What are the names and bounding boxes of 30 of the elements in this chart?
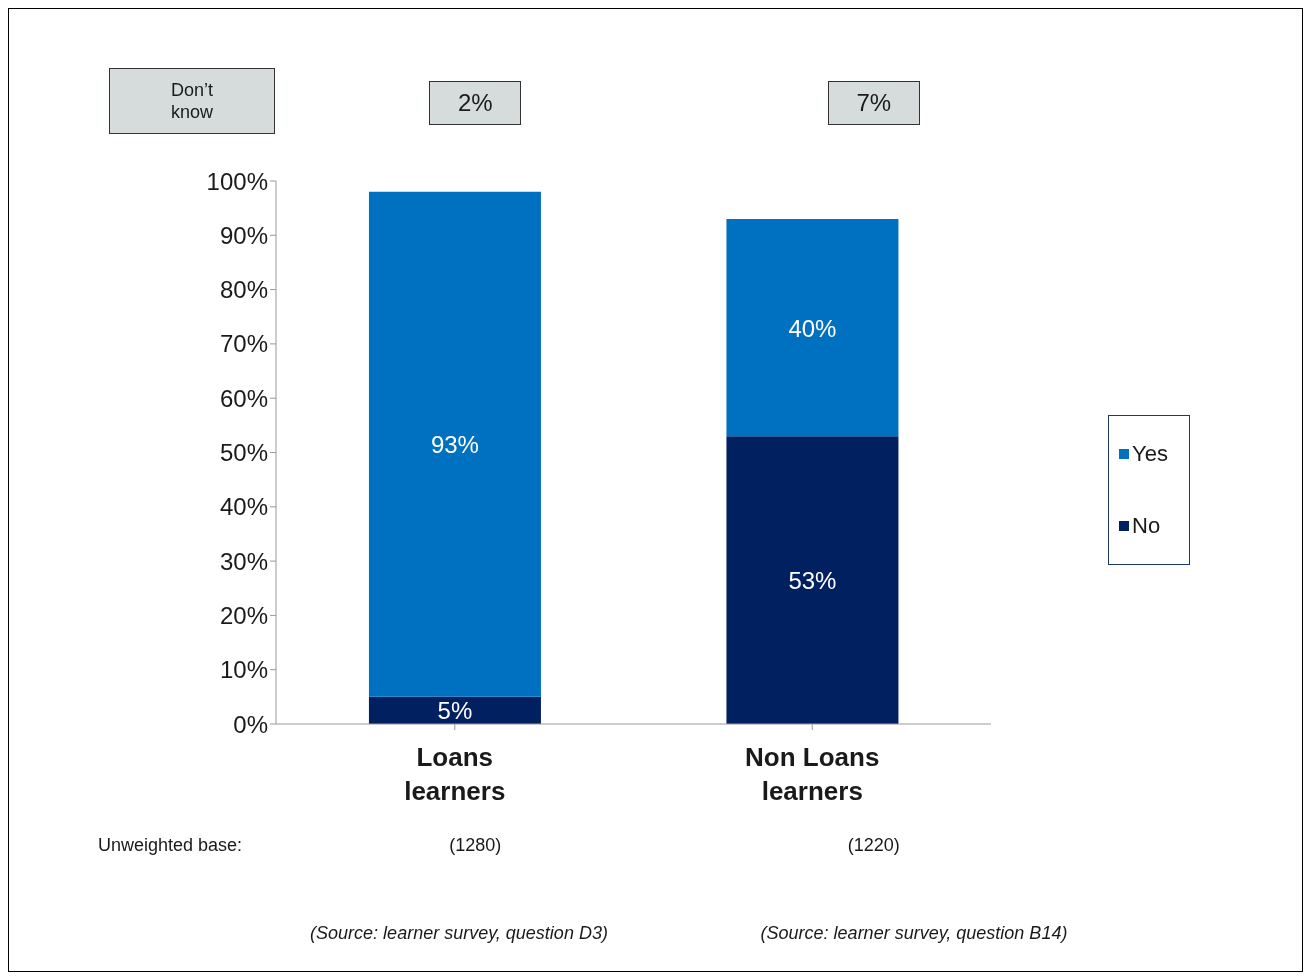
text: 2% [429,81,522,125]
legend-label: Yes [1131,440,1169,468]
text: Don’t know [109,68,275,134]
y-tick-label: 60% [219,384,268,412]
bar [726,436,899,724]
data-label: 40% [788,314,837,342]
y-tick-label: 50% [219,439,268,467]
y-tick-label: 0% [233,710,268,738]
text: (1280) [448,835,503,856]
y-tick-label: 20% [219,601,268,629]
text: (Source: learner survey, question D3) [309,923,609,944]
y-tick-label: 90% [219,221,268,249]
data-label: 53% [788,567,837,595]
text: Unweighted base: [96,835,244,856]
y-tick-label: 100% [206,167,268,195]
bar [726,219,899,437]
y-tick-label: 70% [219,330,268,358]
text: (1220) [846,835,901,856]
text: 7% [827,81,920,125]
y-tick-label: 80% [219,276,268,304]
legend-label: No [1131,512,1162,540]
x-tick-label: Loans learners [404,742,506,806]
y-tick-label: 40% [219,493,268,521]
text: (Source: learner survey, question B14) [759,923,1069,944]
bar [368,191,541,697]
data-label: 93% [430,431,479,459]
y-tick-label: 10% [219,656,268,684]
y-tick-label: 30% [219,547,268,575]
data-label: 5% [437,697,473,725]
x-tick-label: Non Loans learners [745,742,880,806]
